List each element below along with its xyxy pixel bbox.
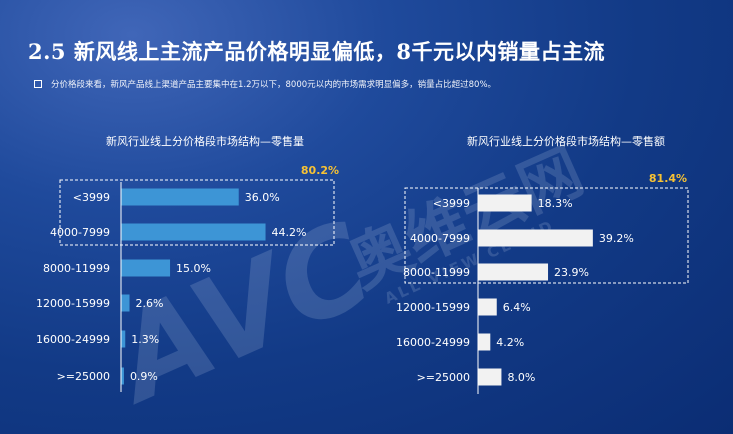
chart-title-volume: 新风行业线上分价格段市场结构—零售量 — [106, 134, 304, 148]
value-label-value-0: 18.3% — [538, 197, 573, 210]
category-label-value-4: 16000-24999 — [396, 336, 470, 349]
value-label-value-4: 4.2% — [496, 336, 524, 349]
category-label-value-2: 8000-11999 — [403, 266, 470, 279]
bar-volume-2 — [121, 259, 171, 277]
bar-volume-5 — [121, 367, 124, 385]
value-label-value-2: 23.9% — [554, 266, 589, 279]
value-label-volume-0: 36.0% — [245, 191, 280, 204]
value-label-volume-5: 0.9% — [130, 370, 158, 383]
bar-volume-3 — [121, 294, 130, 312]
category-label-volume-3: 12000-15999 — [36, 297, 110, 310]
value-label-volume-4: 1.3% — [131, 333, 159, 346]
highlight-percent-value: 81.4% — [649, 172, 687, 185]
highlight-box-value — [404, 187, 689, 284]
category-label-value-5: >=25000 — [417, 371, 470, 384]
highlight-box-volume — [59, 179, 335, 246]
bar-volume-0 — [121, 188, 239, 206]
bar-volume-4 — [121, 330, 126, 348]
bar-value-3 — [478, 298, 497, 316]
category-label-value-1: 4000-7999 — [410, 232, 470, 245]
bar-volume-1 — [121, 223, 266, 241]
category-label-volume-4: 16000-24999 — [36, 333, 110, 346]
value-label-volume-1: 44.2% — [272, 226, 307, 239]
value-label-value-1: 39.2% — [599, 232, 634, 245]
chart-title-value: 新风行业线上分价格段市场结构—零售额 — [467, 134, 665, 148]
bar-value-0 — [478, 194, 532, 212]
bar-value-2 — [478, 263, 549, 281]
value-label-volume-2: 15.0% — [176, 262, 211, 275]
square-bullet-icon — [34, 80, 42, 88]
category-label-volume-5: >=25000 — [57, 370, 110, 383]
value-label-value-3: 6.4% — [503, 301, 531, 314]
highlight-percent-volume: 80.2% — [301, 164, 339, 177]
bar-value-4 — [478, 333, 491, 351]
category-label-volume-2: 8000-11999 — [43, 262, 110, 275]
bar-value-1 — [478, 229, 593, 247]
page-title: 2.5 新风线上主流产品价格明显偏低，8千元以内销量占主流 — [28, 39, 605, 64]
category-label-value-3: 12000-15999 — [396, 301, 470, 314]
category-label-volume-0: <3999 — [73, 191, 110, 204]
category-label-volume-1: 4000-7999 — [50, 226, 110, 239]
value-label-value-5: 8.0% — [507, 371, 535, 384]
bullet-text: 分价格段来看，新风产品线上渠道产品主要集中在1.2万以下，8000元以内的市场需… — [51, 80, 497, 90]
value-label-volume-3: 2.6% — [136, 297, 164, 310]
bar-value-5 — [478, 368, 502, 386]
category-label-value-0: <3999 — [433, 197, 470, 210]
